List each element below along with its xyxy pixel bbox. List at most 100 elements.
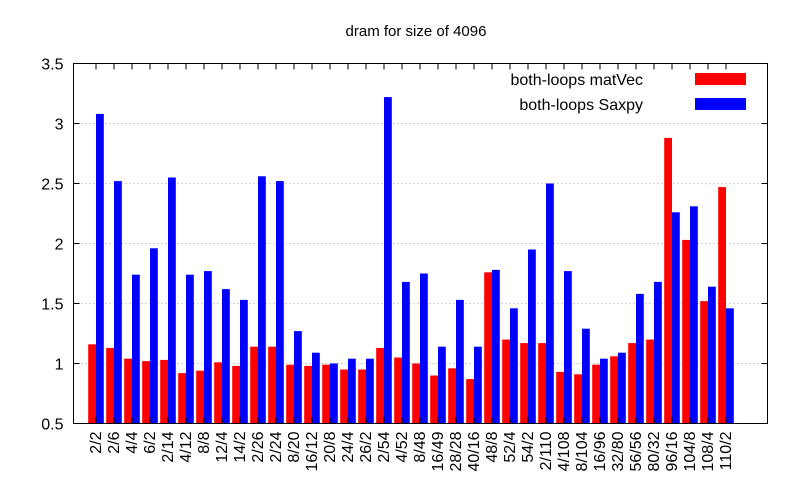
y-tick-label: 2 (55, 237, 64, 254)
x-tick-label: 2/24 (268, 431, 285, 462)
bar-saxpy-2-6 (114, 181, 122, 424)
x-tick-label: 24/4 (340, 431, 357, 462)
y-tick-label: 1 (55, 357, 64, 374)
x-tick-label: 16/12 (304, 431, 321, 471)
bar-matvec-56-56 (628, 343, 636, 424)
bar-matvec-2-2 (88, 344, 96, 424)
bar-matvec-40-16 (466, 379, 474, 424)
bar-saxpy-2-14 (168, 177, 176, 424)
bar-matvec-26-2 (358, 369, 366, 424)
bar-saxpy-4-4 (132, 274, 140, 424)
bar-saxpy-110-2 (726, 308, 734, 424)
bar-matvec-4-12 (178, 373, 186, 424)
y-tick-label: 3.5 (41, 57, 63, 74)
bar-saxpy-104-8 (690, 206, 698, 424)
bar-saxpy-2-24 (276, 181, 284, 424)
bar-saxpy-48-8 (492, 269, 500, 424)
x-tick-label: 6/2 (142, 431, 159, 453)
x-tick-label: 32/80 (610, 431, 627, 471)
x-tick-label: 16/49 (430, 431, 447, 471)
x-tick-label: 12/4 (214, 431, 231, 462)
bar-matvec-2-110 (538, 343, 546, 424)
bar-saxpy-56-56 (636, 293, 644, 424)
chart-title: dram for size of 4096 (346, 23, 487, 40)
x-tick-label: 96/16 (664, 431, 681, 471)
bar-saxpy-8-20 (294, 331, 302, 424)
y-tick-label: 3 (55, 117, 64, 134)
bar-saxpy-20-8 (330, 363, 338, 424)
x-tick-label: 108/4 (700, 431, 717, 471)
x-tick-label: 2/2 (88, 431, 105, 453)
legend: both-loops matVec both-loops Saxpy (510, 72, 746, 114)
bar-matvec-14-2 (232, 365, 240, 424)
x-tick-label: 56/56 (628, 431, 645, 471)
x-tick-label: 2/6 (106, 431, 123, 453)
bar-matvec-32-80 (610, 356, 618, 424)
x-axis: 2/2 2/6 4/4 6/2 2/14 4/12 8/8 12/4 14/2 2/26 2/24 8… (88, 63, 735, 472)
bar-matvec-2-24 (268, 346, 276, 424)
x-tick-label: 28/28 (448, 431, 465, 471)
bar-saxpy-2-2 (96, 113, 104, 424)
bar-matvec-16-49 (430, 375, 438, 424)
x-tick-label: 8/8 (196, 431, 213, 453)
bar-matvec-4-108 (556, 371, 564, 424)
bar-saxpy-4-52 (402, 281, 410, 424)
bar-matvec-28-28 (448, 368, 456, 424)
x-tick-label: 8/104 (574, 431, 591, 471)
x-tick-label: 2/54 (376, 431, 393, 462)
bar-matvec-110-2 (718, 187, 726, 424)
legend-label-saxpy: both-loops Saxpy (519, 97, 643, 114)
legend-label-matvec: both-loops matVec (510, 72, 643, 89)
x-tick-label: 16/96 (592, 431, 609, 471)
bar-matvec-54-2 (520, 343, 528, 424)
bar-saxpy-54-2 (528, 249, 536, 424)
x-tick-label: 2/110 (538, 431, 555, 470)
x-tick-label: 4/12 (178, 431, 195, 462)
bar-saxpy-80-32 (654, 281, 662, 424)
bar-matvec-16-96 (592, 364, 600, 424)
bar-matvec-108-4 (700, 301, 708, 424)
x-tick-label: 54/2 (520, 431, 537, 462)
x-tick-label: 4/108 (556, 431, 573, 471)
bar-matvec-6-2 (142, 361, 150, 424)
bar-saxpy-26-2 (366, 358, 374, 424)
bar-matvec-104-8 (682, 239, 690, 424)
y-tick-label: 0.5 (41, 417, 63, 434)
x-tick-label: 2/26 (250, 431, 267, 462)
x-tick-label: 104/8 (682, 431, 699, 471)
bar-saxpy-2-110 (546, 183, 554, 424)
bar-saxpy-16-12 (312, 352, 320, 424)
x-tick-label: 14/2 (232, 431, 249, 462)
x-tick-label: 48/8 (484, 431, 501, 462)
bar-saxpy-6-2 (150, 248, 158, 424)
bar-matvec-8-104 (574, 374, 582, 424)
x-tick-label: 8/20 (286, 431, 303, 462)
legend-swatch-saxpy (695, 98, 746, 110)
x-tick-label: 20/8 (322, 431, 339, 462)
bar-matvec-2-14 (160, 359, 168, 424)
bar-matvec-12-4 (214, 362, 222, 424)
x-tick-label: 4/52 (394, 431, 411, 462)
bar-saxpy-4-12 (186, 274, 194, 424)
bar-saxpy-2-54 (384, 97, 392, 424)
bar-saxpy-8-104 (582, 328, 590, 424)
bar-saxpy-32-80 (618, 352, 626, 424)
bar-matvec-4-4 (124, 358, 132, 424)
bar-matvec-8-20 (286, 364, 294, 424)
bar-matvec-2-6 (106, 347, 114, 424)
bar-saxpy-8-48 (420, 273, 428, 424)
y-axis: 0.5 1 1.5 2 2.5 3 3.5 (41, 57, 768, 434)
bar-matvec-80-32 (646, 339, 654, 424)
bar-saxpy-40-16 (474, 346, 482, 424)
bar-saxpy-16-96 (600, 358, 608, 424)
bar-saxpy-108-4 (708, 286, 716, 424)
x-tick-label: 80/32 (646, 431, 663, 471)
x-tick-label: 52/4 (502, 431, 519, 462)
bar-saxpy-2-26 (258, 176, 266, 424)
bar-matvec-16-12 (304, 365, 312, 424)
bar-matvec-8-48 (412, 363, 420, 424)
bar-matvec-48-8 (484, 272, 492, 424)
y-tick-label: 1.5 (41, 297, 63, 314)
bar-matvec-20-8 (322, 364, 330, 424)
